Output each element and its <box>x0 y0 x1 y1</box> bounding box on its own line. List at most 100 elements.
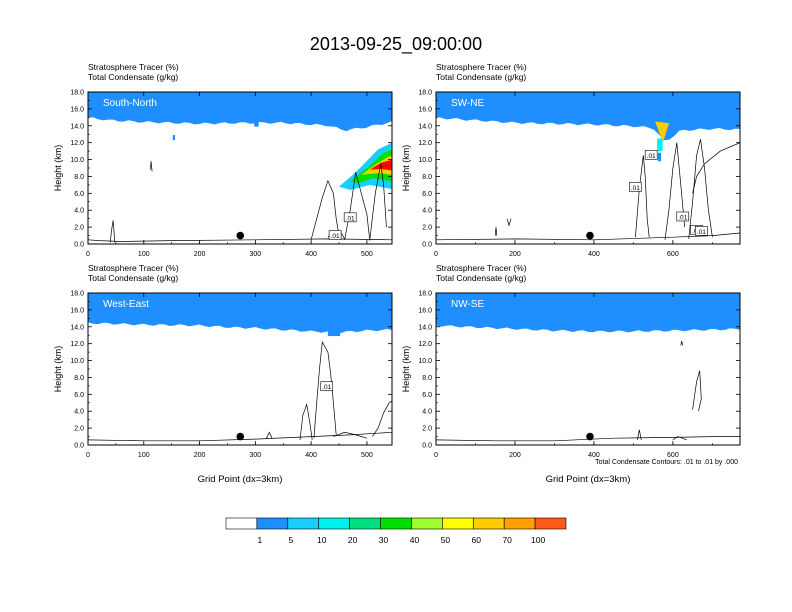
panel-field-label: Total Condensate (g/kg) <box>436 273 526 283</box>
tracer-patch <box>254 121 259 127</box>
y-tick-label: 16.0 <box>418 106 432 113</box>
y-tick-label: 14.0 <box>418 324 432 331</box>
tracer-band <box>88 92 392 132</box>
condensate-contour <box>688 139 713 239</box>
contour-label-box <box>695 226 708 236</box>
condensate-contour <box>436 436 740 442</box>
colorbar-label: 20 <box>348 535 358 545</box>
tracer-patch <box>172 135 176 141</box>
condensate-contour <box>680 341 684 346</box>
panel-sw-ne: Stratosphere Tracer (%)Total Condensate … <box>401 62 741 258</box>
contour-label: .01 <box>346 215 355 222</box>
panel-field-label: Total Condensate (g/kg) <box>88 72 178 82</box>
location-marker <box>586 231 594 240</box>
y-axis-label: Height (km) <box>401 346 411 393</box>
location-marker <box>586 432 594 441</box>
contour-label-box <box>320 381 334 392</box>
colorbar-swatch <box>380 517 412 530</box>
condensate-contour <box>88 238 392 242</box>
condensate-contour <box>299 403 313 440</box>
colorbar-label: 1 <box>258 535 263 545</box>
y-tick-label: 2.0 <box>422 426 432 433</box>
y-tick-label: 0.0 <box>422 242 432 249</box>
colorbar-label: 70 <box>502 535 512 545</box>
x-tick-label: 0 <box>86 251 90 258</box>
colorbar-label: 40 <box>410 535 420 545</box>
condensate-contour <box>672 436 687 441</box>
colorbar-label: 10 <box>317 535 327 545</box>
condensate-contour <box>266 431 273 439</box>
y-tick-label: 12.0 <box>70 140 84 147</box>
y-tick-label: 12.0 <box>418 140 432 147</box>
location-marker <box>236 231 245 240</box>
panel-field-label: Stratosphere Tracer (%) <box>88 263 179 273</box>
condensate-contour <box>372 400 392 437</box>
colorbar-swatch <box>287 517 320 530</box>
contour-label: .01 <box>631 185 640 192</box>
contour-label-box <box>343 212 357 223</box>
x-axis-label: Grid Point (dx=3km) <box>198 474 283 485</box>
y-tick-label: 6.0 <box>74 392 84 399</box>
y-tick-label: 12.0 <box>70 341 84 348</box>
x-tick-label: 0 <box>434 251 438 258</box>
condensate-contour <box>637 429 642 440</box>
colorbar: 1 5 10 20 30 40 50 60 70 100 <box>225 517 567 545</box>
colorbar-swatch <box>442 517 474 530</box>
y-tick-label: 16.0 <box>70 106 84 113</box>
x-tick-label: 400 <box>588 251 600 258</box>
location-marker <box>236 432 245 441</box>
x-tick-label: 400 <box>305 251 317 258</box>
y-tick-label: 18.0 <box>70 90 84 97</box>
figure-title: 2013-09-25_09:00:00 <box>310 34 482 55</box>
colorbar-label: 100 <box>531 535 545 545</box>
plot-area <box>436 293 740 445</box>
tracer-patch <box>327 327 341 337</box>
colorbar-label: 60 <box>472 535 482 545</box>
x-tick-label: 300 <box>249 452 261 459</box>
panel-west-east: Stratosphere Tracer (%)Total Condensate … <box>53 263 393 485</box>
y-tick-label: 8.0 <box>422 174 432 181</box>
colorbar-swatch <box>225 517 258 530</box>
condensate-contour <box>333 431 367 439</box>
y-tick-label: 16.0 <box>418 307 432 314</box>
y-tick-label: 2.0 <box>74 426 84 433</box>
tracer-patch <box>625 325 629 332</box>
colorbar-swatch <box>411 517 443 530</box>
contour-label-box <box>676 211 690 222</box>
panel-field-label: Total Condensate (g/kg) <box>88 273 178 283</box>
y-tick-label: 6.0 <box>74 191 84 198</box>
x-tick-label: 200 <box>194 452 206 459</box>
x-tick-label: 0 <box>86 452 90 459</box>
contour-label-box <box>629 182 642 192</box>
panel-name: NW-SE <box>451 299 484 310</box>
contour-note: Total Condensate Contours: .01 to .01 by… <box>595 459 738 466</box>
y-tick-label: 0.0 <box>422 443 432 450</box>
contour-label-box <box>644 150 658 160</box>
colorbar-label: 50 <box>441 535 451 545</box>
condensate-contour <box>109 220 116 243</box>
y-tick-label: 4.0 <box>422 208 432 215</box>
y-tick-label: 14.0 <box>70 324 84 331</box>
plot-area: .01.01.01.01.01 <box>436 92 740 244</box>
x-tick-label: 0 <box>434 452 438 459</box>
contour-label: .01 <box>331 233 340 240</box>
x-tick-label: 200 <box>509 251 521 258</box>
x-axis-label: Grid Point (dx=3km) <box>546 474 631 485</box>
y-tick-label: 18.0 <box>418 90 432 97</box>
contour-label: .01 <box>647 153 656 160</box>
y-tick-label: 0.0 <box>74 242 84 249</box>
y-tick-label: 0.0 <box>74 443 84 450</box>
contour-label-box <box>328 230 342 240</box>
y-tick-label: 10.0 <box>418 157 432 164</box>
condensate-contour <box>692 370 702 412</box>
x-tick-label: 500 <box>361 452 373 459</box>
contour-label: .01 <box>697 229 706 236</box>
x-tick-label: 600 <box>667 452 679 459</box>
y-tick-label: 2.0 <box>422 225 432 232</box>
panels: Stratosphere Tracer (%)Total Condensate … <box>53 62 741 485</box>
condensate-contour <box>436 232 740 241</box>
x-tick-label: 600 <box>667 251 679 258</box>
intrusion-fill <box>655 121 669 143</box>
y-axis-label: Height (km) <box>53 346 63 393</box>
